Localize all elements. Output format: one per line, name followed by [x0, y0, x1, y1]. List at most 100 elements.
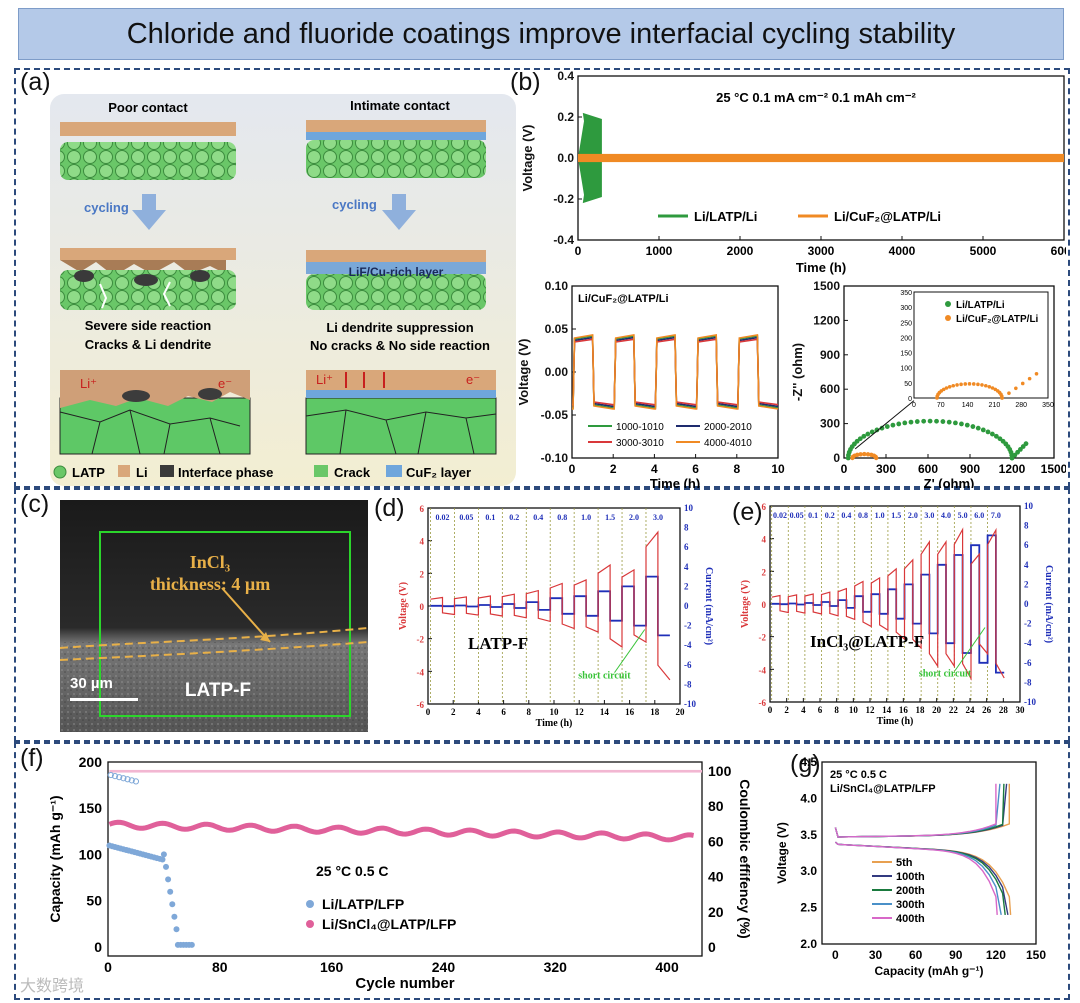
- y-tick-label: 2: [762, 567, 767, 577]
- ce-point-latp: [124, 776, 131, 783]
- legend-label: 200th: [896, 885, 925, 897]
- capacity-point-latp: [163, 863, 170, 870]
- chart-title: 25 °C 0.5 C: [316, 863, 389, 879]
- current-step-label: 1.5: [605, 513, 615, 522]
- inset-x-tick-label: 70: [937, 402, 945, 409]
- capacity-point-latp: [173, 926, 180, 933]
- x-tick-label: 30: [869, 948, 883, 962]
- y2-tick-label: 100: [708, 763, 732, 779]
- y-tick-label: 6: [420, 504, 425, 514]
- discharge-curve: [834, 841, 998, 915]
- panel-ab-frame: [14, 68, 1070, 488]
- y-tick-label: -0.10: [541, 451, 569, 465]
- eis-point-li-latp-li: [953, 420, 958, 426]
- latp-grid-left: [59, 397, 251, 455]
- x-tick-label: 400: [655, 959, 679, 975]
- x-tick-label: 320: [544, 959, 568, 975]
- eis-point-li-latp-li: [946, 419, 952, 425]
- y2-tick-label: -6: [1024, 658, 1032, 668]
- y-tick-label: 1200: [813, 313, 840, 327]
- x-tick-label: 10: [849, 705, 859, 715]
- y-tick-label: 4: [762, 535, 767, 545]
- label-d: (d): [374, 494, 405, 522]
- x-tick-label: 16: [899, 705, 909, 715]
- current-step-label: 0.02: [773, 511, 787, 520]
- li-layer-right-bottom: [306, 370, 496, 390]
- legend-li: Li: [136, 465, 148, 480]
- y-tick-label: 200: [79, 754, 103, 770]
- legend-label: Li/LATP/Li: [956, 300, 1005, 311]
- li-foil-right: [306, 120, 486, 132]
- legend-crack: Crack: [334, 465, 371, 480]
- x-tick-label: 10: [771, 462, 785, 476]
- cycling-arrow-left: [132, 194, 166, 230]
- y2-tick-label: 4: [1024, 560, 1029, 570]
- y-tick-label: 50: [86, 893, 102, 909]
- panel-c-sem-image: InCl₃ thickness: 4 µm 30 µm LATP-F: [60, 500, 368, 732]
- interface-blob-bottom-2: [198, 388, 222, 400]
- y-axis-label: -Z'' (ohm): [790, 343, 805, 401]
- x-tick-label: 1000: [646, 244, 673, 258]
- y2-tick-label: 0: [684, 601, 689, 611]
- li-foil-left-cycled: [60, 248, 236, 260]
- x-tick-label: 240: [432, 959, 456, 975]
- y2-axis-label: Coulombic effifency (%): [737, 779, 753, 938]
- y2-tick-label: 40: [708, 869, 724, 885]
- eis-point-li-latp-li: [927, 418, 933, 424]
- eis-point-li-cuf2: [858, 452, 863, 457]
- panel-a-schematic: Poor contact Intimate contact cycling cy…: [50, 94, 516, 486]
- series-li-cuf2-latp-li: [578, 153, 1064, 163]
- inset-point: [990, 386, 995, 390]
- y-tick-label: 0: [762, 600, 767, 610]
- short-circuit-label: short circuit: [919, 669, 972, 680]
- current-step-label: 5.0: [958, 511, 968, 520]
- y-tick-label: 0.2: [557, 110, 574, 124]
- legend-marker: [306, 900, 314, 908]
- y-axis-label: Voltage (V): [520, 125, 535, 192]
- x-tick-label: 22: [949, 705, 959, 715]
- y-tick-label: 1500: [813, 279, 840, 293]
- legend-label: Li/SnCl₄@LATP/LFP: [322, 916, 456, 932]
- inset-frame: [913, 291, 1049, 399]
- legend-interface: Interface phase: [178, 465, 273, 480]
- legend-label: 100th: [896, 871, 925, 883]
- x-axis-label: Capacity (mAh g⁻¹): [874, 964, 983, 978]
- current-step-label: 0.2: [825, 511, 835, 520]
- x-axis-label: Time (h): [536, 718, 573, 729]
- inset-point: [947, 384, 952, 389]
- short-circuit-arrow: [614, 629, 646, 673]
- interface-phase-blob-2: [134, 274, 158, 286]
- x-tick-label: 0: [575, 244, 582, 258]
- x-tick-label: 8: [733, 462, 740, 476]
- cycling-label-left: cycling: [84, 200, 129, 215]
- y-tick-label: -2: [417, 635, 425, 645]
- eis-point-li-latp-li: [908, 419, 914, 425]
- coating-outline-bottom: [60, 641, 368, 661]
- ce-point-latp: [120, 775, 127, 782]
- eis-point-li-latp-li: [869, 429, 875, 435]
- current-step-label: 0.05: [790, 511, 804, 520]
- x-tick-label: 14: [882, 705, 892, 715]
- y-tick-label: -6: [759, 698, 767, 708]
- current-step-label: 2.0: [908, 511, 918, 520]
- legend-interface-icon: [160, 465, 174, 477]
- x-tick-label: 8: [834, 705, 839, 715]
- x-tick-label: 20: [676, 707, 686, 717]
- cycling-label-right: cycling: [332, 197, 377, 212]
- y-tick-label: 0.10: [545, 279, 569, 293]
- cuf2-layer-right-bottom: [306, 390, 496, 398]
- e-minus-right: e⁻: [466, 372, 480, 387]
- eis-point-li-latp-li: [993, 433, 999, 439]
- y2-tick-label: 0: [1024, 599, 1029, 609]
- y2-tick-label: 10: [1024, 501, 1034, 511]
- current-step-label: 0.05: [459, 513, 473, 522]
- x-tick-label: 6000: [1051, 244, 1066, 258]
- coating-outline-top: [60, 627, 368, 649]
- poor-contact-label: Poor contact: [108, 100, 188, 115]
- y-tick-label: -0.4: [553, 233, 574, 247]
- x-tick-label: 0: [832, 948, 839, 962]
- y2-tick-label: 6: [684, 542, 689, 552]
- eis-point-li-latp-li: [861, 433, 867, 439]
- legend-crack-icon: [314, 465, 328, 477]
- y-tick-label: -4: [417, 667, 425, 677]
